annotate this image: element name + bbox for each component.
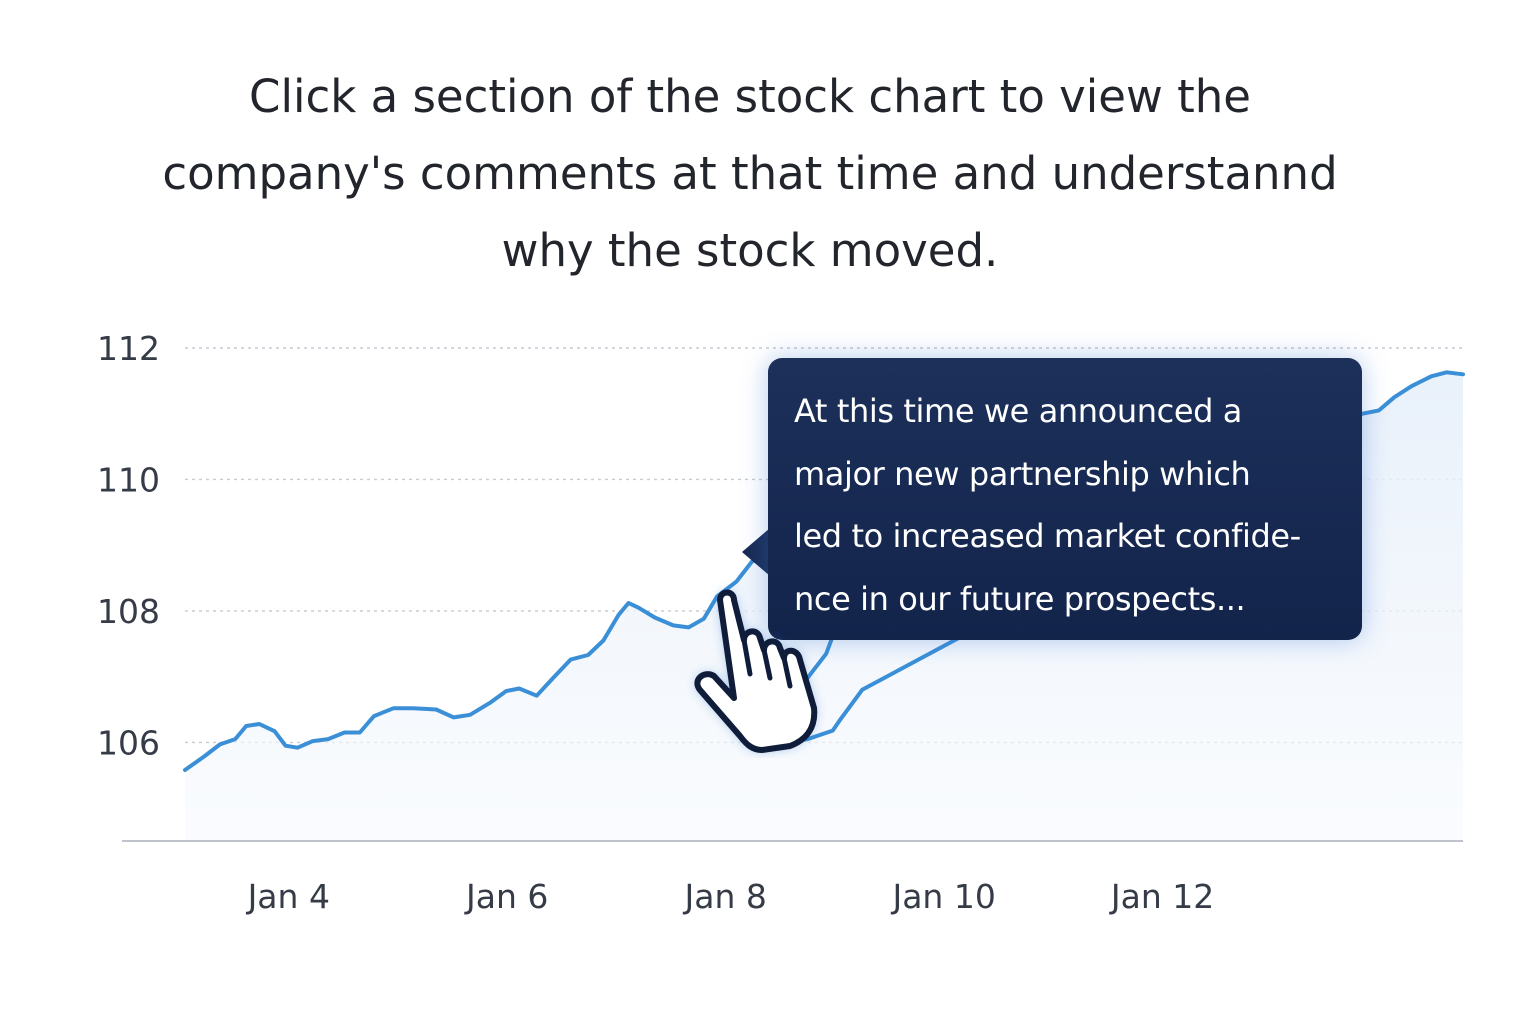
x-tick-label: Jan 12 xyxy=(1109,877,1214,916)
x-axis-ticks: Jan 4 Jan 6 Jan 8 Jan 10 Jan 12 xyxy=(246,877,1215,916)
tooltip-pointer xyxy=(742,528,770,576)
x-tick-label: Jan 6 xyxy=(464,877,548,916)
y-tick-label: 110 xyxy=(97,460,160,499)
instruction-text: Click a section of the stock chart to vi… xyxy=(162,70,1338,277)
hand-pointer-icon xyxy=(694,589,818,753)
x-tick-label: Jan 4 xyxy=(246,877,330,916)
y-tick-label: 112 xyxy=(97,329,160,368)
x-tick-label: Jan 8 xyxy=(683,877,767,916)
comment-tooltip: At this time we announced a major new pa… xyxy=(768,358,1362,640)
y-tick-label: 108 xyxy=(97,592,160,631)
y-axis-ticks: 106 108 110 112 xyxy=(97,329,160,762)
tooltip-text: At this time we announced a major new pa… xyxy=(794,392,1301,618)
x-tick-label: Jan 10 xyxy=(890,877,995,916)
y-tick-label: 106 xyxy=(97,723,160,762)
